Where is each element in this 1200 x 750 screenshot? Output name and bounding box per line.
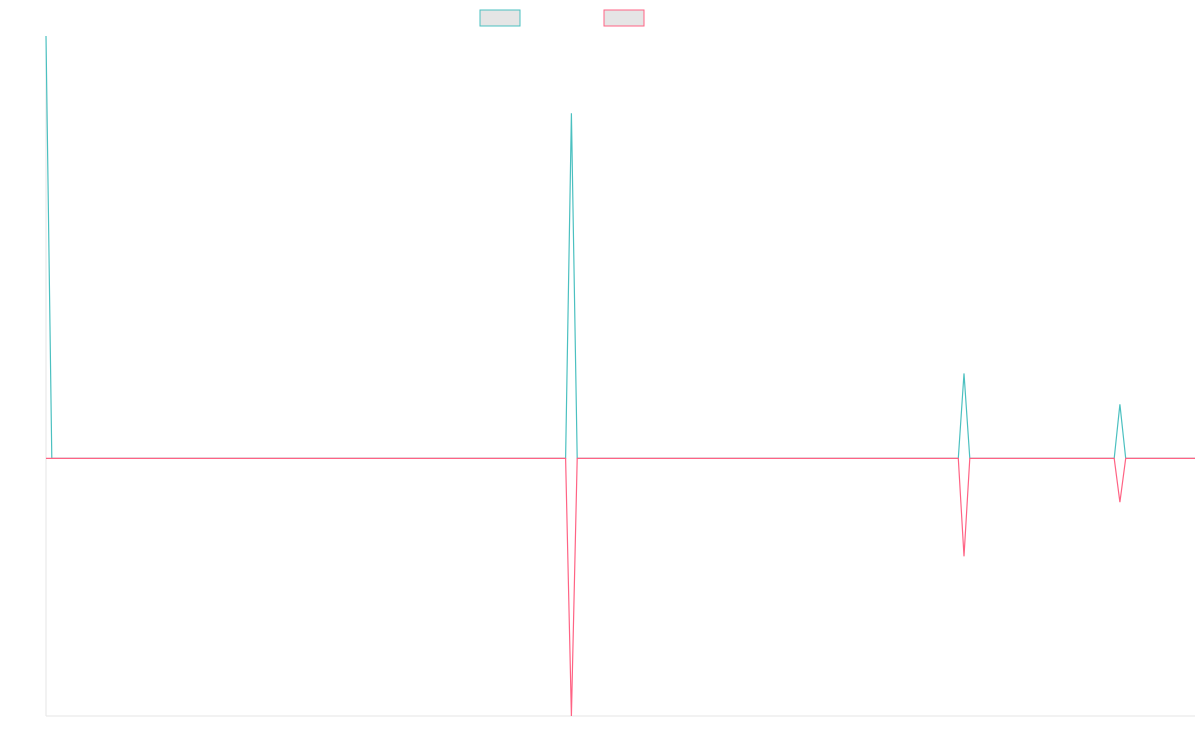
series-line-2 <box>46 457 1195 717</box>
legend-swatch-1 <box>479 9 521 27</box>
legend-swatch-2 <box>603 9 645 27</box>
series-line-1 <box>45 35 1195 459</box>
